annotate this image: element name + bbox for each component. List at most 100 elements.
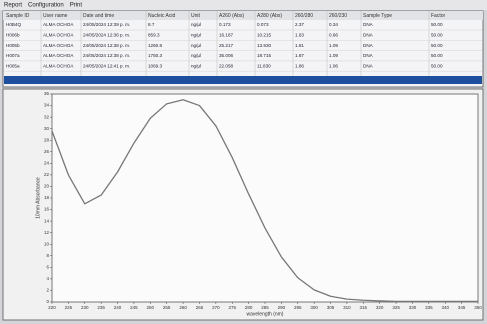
table-cell: 1260.8 <box>148 43 162 48</box>
table-cell: 50.00 <box>431 22 443 27</box>
x-tick-label: 250 <box>147 305 155 310</box>
table-cell: ng/µl <box>191 53 201 58</box>
x-tick-label: 345 <box>458 305 466 310</box>
table-cell: 13.930 <box>257 43 271 48</box>
column-header[interactable]: Sample Type <box>363 13 392 19</box>
x-tick-label: 340 <box>441 305 449 310</box>
table-cell: 11.830 <box>257 63 271 68</box>
x-tick-label: 315 <box>360 305 368 310</box>
table-cell: 1.06 <box>329 63 338 68</box>
table-cell: ALMA OCHOA <box>43 53 74 58</box>
table-cell: 1.09 <box>329 43 338 48</box>
table-cell: H0B4Q <box>6 22 21 27</box>
table-cell: H007a <box>6 53 20 58</box>
menu-item[interactable]: Configuration <box>28 3 64 9</box>
table-cell: 50.00 <box>431 53 443 58</box>
y-axis-label: 10mm Absorbance <box>35 177 41 219</box>
table-cell: ng/µl <box>191 33 201 38</box>
x-tick-label: 285 <box>261 305 269 310</box>
table-cell: 24/05/2024 12:39 p. m. <box>83 22 130 27</box>
table-cell: DNA <box>363 53 374 58</box>
table-cell: DNA <box>363 33 374 38</box>
table-cell: 10.215 <box>257 33 271 38</box>
x-tick-label: 255 <box>163 305 171 310</box>
table-cell: DNA <box>363 63 374 68</box>
column-header[interactable]: Nucleic Acid <box>148 13 175 19</box>
column-header[interactable]: A260 (Abs) <box>219 13 244 19</box>
x-tick-label: 265 <box>196 305 204 310</box>
table-cell: 35.006 <box>219 53 233 58</box>
x-tick-label: 245 <box>130 305 138 310</box>
table-cell: ALMA OCHOA <box>43 63 74 68</box>
x-tick-label: 230 <box>81 305 89 310</box>
x-tick-label: 310 <box>343 305 351 310</box>
table-cell: 1.86 <box>295 63 304 68</box>
table-cell: 1.09 <box>329 53 338 58</box>
x-tick-label: 325 <box>392 305 400 310</box>
x-tick-label: 295 <box>294 305 302 310</box>
x-tick-label: 350 <box>474 305 482 310</box>
table-cell: 25.217 <box>219 43 233 48</box>
column-header[interactable]: Sample ID <box>6 13 30 19</box>
table-cell: DNA <box>363 22 374 27</box>
column-header[interactable]: 260/230 <box>329 13 347 19</box>
y-tick-label: 10 <box>44 241 50 246</box>
table-cell: H006b <box>6 33 20 38</box>
y-tick-label: 12 <box>44 230 50 235</box>
column-header[interactable]: Factor <box>431 13 446 19</box>
table-cell: 0.34 <box>329 22 338 27</box>
table-cell: ALMA OCHOA <box>43 33 74 38</box>
x-tick-label: 240 <box>114 305 122 310</box>
column-header[interactable]: User name <box>43 13 68 19</box>
table-cell: 18.715 <box>257 53 271 58</box>
column-header[interactable]: Date and time <box>83 13 114 19</box>
table-cell: 859.3 <box>148 33 160 38</box>
table-cell: ng/µl <box>191 22 201 27</box>
table-cell: ALMA OCHOA <box>43 22 74 27</box>
table-cell: H005a <box>6 63 20 68</box>
table-cell: 1069.3 <box>148 63 162 68</box>
x-tick-label: 225 <box>65 305 73 310</box>
table-cell: 0.173 <box>219 22 231 27</box>
table-cell: H005b <box>6 43 20 48</box>
column-header[interactable]: A280 (Abs) <box>257 13 282 19</box>
table-cell: ALMA OCHOA <box>43 43 74 48</box>
menu-item[interactable]: Print <box>70 3 83 9</box>
table-cell: 50.00 <box>431 33 443 38</box>
y-tick-label: 26 <box>44 149 50 154</box>
table-cell: ng/µl <box>191 43 201 48</box>
table-cell: ng/µl <box>191 63 201 68</box>
column-header[interactable]: 260/280 <box>295 13 313 19</box>
column-header[interactable]: Unit <box>191 13 201 19</box>
table-cell: 2.37 <box>295 22 304 27</box>
y-tick-label: 20 <box>44 184 50 189</box>
table-cell: 1.81 <box>295 43 304 48</box>
plot-area <box>52 94 478 302</box>
x-tick-label: 280 <box>245 305 253 310</box>
x-tick-label: 220 <box>48 305 56 310</box>
x-tick-label: 300 <box>310 305 318 310</box>
menu-item[interactable]: Report <box>4 3 22 9</box>
y-tick-label: 18 <box>44 195 50 200</box>
table-cell: 0.073 <box>257 22 269 27</box>
x-tick-label: 275 <box>228 305 236 310</box>
table-cell: 24/05/2024 12:38 p. m. <box>83 43 130 48</box>
table-cell: 50.00 <box>431 43 443 48</box>
table-cell: 50.00 <box>431 63 443 68</box>
table-cell: 1.63 <box>295 33 304 38</box>
table-cell: 24/05/2024 12:38 p. m. <box>83 53 130 58</box>
y-tick-label: 16 <box>44 207 50 212</box>
x-tick-label: 290 <box>278 305 286 310</box>
table-cell: 24/05/2024 12:41 p. m. <box>83 63 130 68</box>
table-cell: 16.187 <box>219 33 233 38</box>
screen: Report Configuration Print Sample ID User na… <box>0 0 487 324</box>
table-cell: 1.87 <box>295 53 304 58</box>
x-tick-label: 235 <box>97 305 105 310</box>
x-tick-label: 270 <box>212 305 220 310</box>
x-axis-label: wavelength (nm) <box>247 311 284 317</box>
y-tick-label: 22 <box>44 172 50 177</box>
y-tick-label: 32 <box>44 114 50 119</box>
table-cell: 1750.3 <box>148 53 162 58</box>
selected-row[interactable] <box>4 76 482 84</box>
y-tick-label: 28 <box>44 137 50 142</box>
